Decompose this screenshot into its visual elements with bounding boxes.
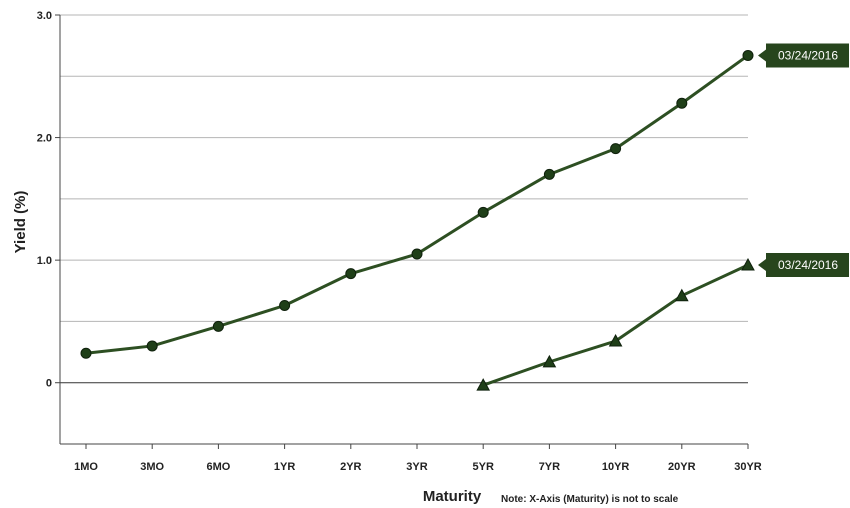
data-point-triangle: [542, 354, 557, 368]
x-tick-label: 30YR: [734, 461, 762, 473]
data-point-circle: [742, 49, 754, 61]
data-point-circle: [610, 143, 622, 155]
x-tick-label: 3YR: [406, 461, 427, 473]
tag-background: [758, 253, 849, 278]
x-axis-title: Maturity: [423, 488, 482, 505]
data-point-triangle: [674, 288, 689, 302]
x-tick-label: 20YR: [668, 461, 696, 473]
data-point-triangle: [741, 258, 755, 271]
y-tick-label: 3.0: [37, 10, 52, 22]
data-point-circle: [543, 168, 555, 180]
x-axis: 1MO 3MO 6MO 1YR 2YR 3YR 5YR 7YR 10YR 20YR 30YR: [60, 443, 762, 473]
series-line: [482, 263, 749, 387]
x-tick-label: 3MO: [140, 461, 164, 473]
x-tick-label: 10YR: [602, 461, 630, 473]
series-end-tag: 03/24/2016: [758, 43, 849, 68]
data-point-circle: [411, 248, 423, 260]
data-point-triangle: [608, 333, 623, 347]
data-point-triangle: [476, 378, 491, 391]
y-tick-label: 0: [46, 378, 52, 390]
series-line: [85, 54, 749, 355]
y-tick-label: 2.0: [37, 133, 52, 145]
x-tick-label: 1MO: [74, 461, 98, 473]
data-point-circle: [676, 97, 688, 109]
data-point-circle: [80, 347, 92, 359]
tag-label: 03/24/2016: [778, 48, 838, 62]
x-tick-label: 1YR: [274, 461, 295, 473]
tag-background: [758, 43, 849, 68]
series-tags: 03/24/2016 03/24/2016: [758, 43, 849, 278]
scale-note: Note: X-Axis (Maturity) is not to scale: [501, 494, 679, 505]
data-point-circle: [477, 206, 489, 218]
x-tick-label: 5YR: [472, 461, 493, 473]
data-point-circle: [345, 268, 357, 280]
data-point-circle: [212, 320, 224, 332]
data-point-circle: [279, 299, 291, 311]
y-axis-title: Yield (%): [12, 191, 29, 254]
series-end-tag: 03/24/2016: [758, 253, 849, 278]
x-tick-label: 6MO: [206, 461, 230, 473]
data-point-circle: [146, 340, 158, 352]
series-layer: [80, 49, 755, 391]
y-tick-label: 1.0: [37, 255, 52, 267]
grid: [60, 14, 748, 445]
x-tick-label: 7YR: [539, 461, 560, 473]
y-axis: 3.0 2.0 1.0 0: [37, 10, 61, 444]
x-tick-label: 2YR: [340, 461, 361, 473]
tag-label: 03/24/2016: [778, 258, 838, 272]
